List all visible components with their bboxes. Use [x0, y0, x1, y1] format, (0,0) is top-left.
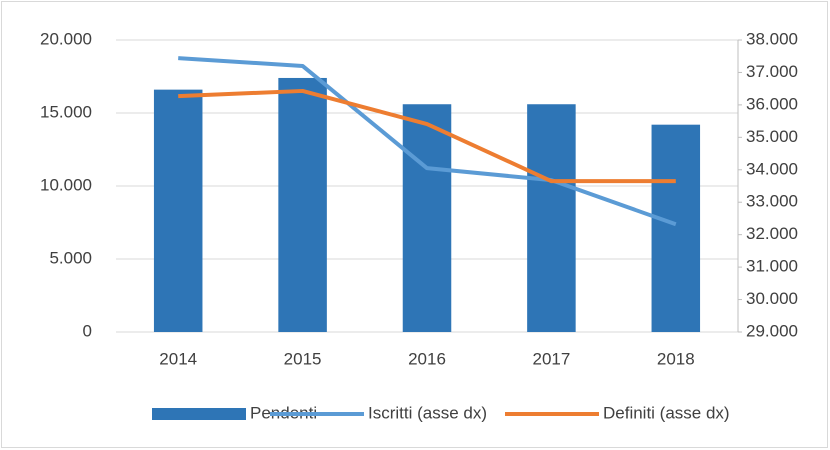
- y2-tick-label: 29.000: [746, 321, 798, 340]
- bar: [651, 124, 701, 333]
- legend-label: Definiti (asse dx): [603, 403, 730, 422]
- y-tick-label: 10.000: [40, 175, 92, 194]
- bar: [278, 77, 327, 333]
- x-tick-label: 2016: [408, 349, 446, 368]
- y2-tick-label: 36.000: [746, 94, 798, 113]
- y2-tick-label: 34.000: [746, 159, 798, 178]
- bar: [153, 89, 203, 332]
- x-tick-label: 2018: [657, 349, 695, 368]
- y-tick-label: 0: [83, 321, 92, 340]
- y2-tick-label: 35.000: [746, 127, 798, 146]
- line: [178, 88, 676, 184]
- legend-label: Iscritti (asse dx): [368, 403, 487, 422]
- y2-tick-label: 31.000: [746, 257, 798, 276]
- y-tick-label: 20.000: [40, 29, 92, 48]
- x-tick-label: 2015: [284, 349, 322, 368]
- y2-tick-label: 38.000: [746, 29, 798, 48]
- bar: [402, 104, 452, 333]
- bar: [527, 104, 576, 333]
- y-tick-label: 15.000: [40, 102, 92, 121]
- y2-tick-label: 37.000: [746, 62, 798, 81]
- y2-tick-label: 33.000: [746, 192, 798, 211]
- y-tick-label: 5.000: [49, 248, 92, 267]
- line: [178, 56, 677, 227]
- x-tick-label: 2014: [159, 349, 197, 368]
- y2-tick-label: 30.000: [746, 289, 798, 308]
- legend-swatch: [152, 408, 246, 420]
- y2-tick-label: 32.000: [746, 224, 798, 243]
- x-tick-label: 2017: [532, 349, 570, 368]
